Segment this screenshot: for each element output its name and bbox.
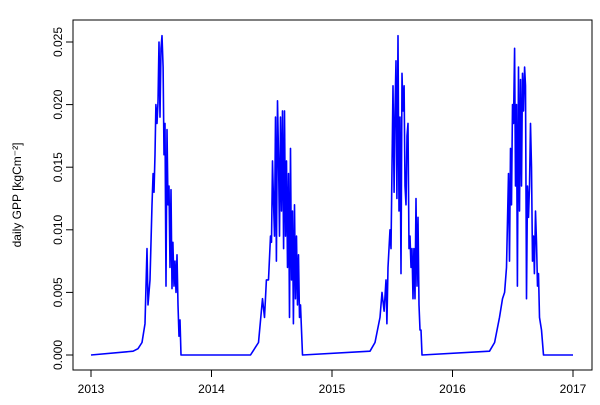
x-tick-label: 2013 xyxy=(78,382,105,396)
x-tick-label: 2016 xyxy=(439,382,466,396)
x-tick-label: 2014 xyxy=(198,382,225,396)
y-tick-label: 0.020 xyxy=(51,89,65,119)
y-tick-label: 0.015 xyxy=(51,152,65,182)
y-axis-label: daily GPP [kgCm⁻²] xyxy=(10,143,24,248)
gpp-series-line xyxy=(90,34,573,356)
y-tick-label: 0.000 xyxy=(51,340,65,370)
x-axis: 2013 2014 2015 2016 2017 xyxy=(78,369,587,396)
y-tick-label: 0.025 xyxy=(51,27,65,57)
x-tick-label: 2015 xyxy=(319,382,346,396)
y-tick-label: 0.010 xyxy=(51,214,65,244)
x-tick-label: 2017 xyxy=(560,382,587,396)
y-tick-label: 0.005 xyxy=(51,277,65,307)
y-axis: 0.000 0.005 0.010 0.015 0.020 0.025 xyxy=(51,27,74,370)
